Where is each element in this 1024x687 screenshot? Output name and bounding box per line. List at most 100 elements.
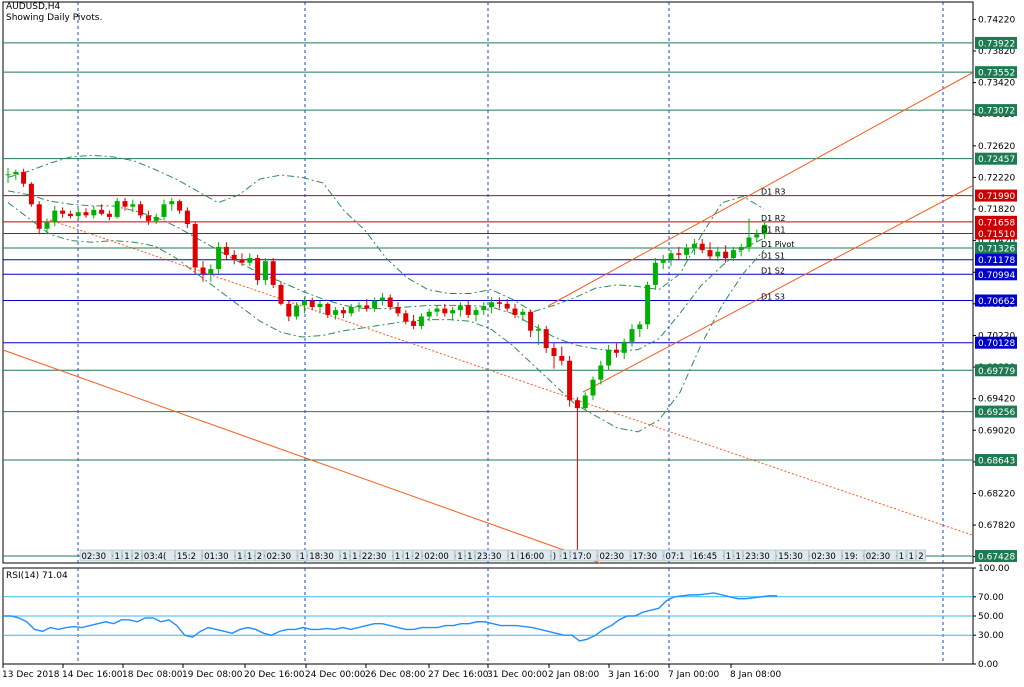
price-axis-label: 0.73420 [978, 79, 1015, 89]
time-tag-text: 15:30 [778, 552, 803, 562]
time-tag-box [245, 549, 255, 562]
time-tag-box [733, 549, 744, 562]
candle-body [660, 259, 666, 263]
candle-body [364, 305, 370, 309]
candle-body [114, 201, 120, 217]
price-level-tag-text: 0.71178 [978, 256, 1015, 266]
candle-body [738, 246, 744, 251]
price-level-tag-text: 0.70994 [978, 271, 1015, 281]
time-tag-text: 18:30 [309, 552, 334, 562]
pivot-label: D1 R2 [761, 214, 785, 223]
price-level-tag-text: 0.70128 [978, 339, 1015, 349]
candle-body [403, 313, 409, 322]
candle-body [730, 250, 736, 259]
candle-body [239, 259, 245, 263]
price-axis-label: 0.74220 [978, 15, 1015, 25]
time-tag-text: 15:2 [177, 552, 196, 562]
candle-body [762, 224, 768, 235]
price-level-tag [975, 189, 1017, 202]
price-level-tag [975, 550, 1017, 563]
candle-body [106, 213, 112, 217]
candle-body [668, 253, 674, 260]
time-tag-box [508, 549, 518, 562]
candle-body [255, 258, 261, 281]
candle-body [122, 201, 128, 207]
candle-body [91, 209, 97, 216]
time-tag-box [809, 549, 843, 562]
candle-body [613, 349, 619, 353]
price-level-tag [975, 336, 1017, 349]
time-tag-text: 07:1 [666, 552, 685, 562]
price-axis-label: 0.71420 [978, 237, 1015, 247]
price-axis-label: 0.69020 [978, 426, 1015, 436]
candle-body [348, 306, 354, 314]
time-tag-text: 17:30 [633, 552, 658, 562]
time-tag-box [550, 549, 561, 562]
time-tag-text: 1 [563, 552, 568, 562]
time-tag-text: 02:30 [600, 552, 625, 562]
candle-body [5, 174, 11, 176]
time-tag-text: 02:30 [82, 552, 107, 562]
time-axis-label: 24 Dec 00:00 [305, 670, 366, 680]
time-axis-label: 26 Dec 08:00 [365, 670, 426, 680]
pivot-label: D1 S2 [761, 266, 785, 275]
rsi-axis-label: 30.00 [978, 631, 1004, 641]
pivot-label: D1 R3 [761, 188, 785, 197]
time-axis-label: 8 Jan 08:00 [730, 670, 782, 680]
time-tag-text: 1 [405, 552, 410, 562]
time-tag-box [79, 549, 113, 562]
time-axis-label: 20 Dec 16:00 [244, 670, 305, 680]
price-level-tag-text: 0.68643 [978, 457, 1015, 467]
candle-body [145, 215, 151, 221]
price-level-tag [975, 242, 1017, 255]
time-axis-label: 31 Dec 00:00 [487, 670, 548, 680]
candle-body [551, 348, 557, 356]
time-tag-text: 1 [909, 552, 914, 562]
candle-body [473, 310, 479, 315]
candle-body [325, 303, 331, 315]
pivot-label: D1 S1 [761, 252, 785, 261]
time-tag-text: 22:30 [362, 552, 387, 562]
candle-body [333, 310, 339, 315]
rsi-axis-label: 50.00 [978, 612, 1004, 622]
time-tag-box [597, 549, 631, 562]
time-tag-box [307, 549, 341, 562]
candle-body [426, 311, 432, 317]
price-level-tag [975, 268, 1017, 281]
candle-body [582, 395, 588, 409]
candle-body [707, 250, 713, 257]
band-upper-line [7, 154, 765, 313]
rsi-axis-label: 100.00 [978, 564, 1010, 574]
time-axis-label: 18 Dec 08:00 [122, 670, 183, 680]
candle-body [481, 306, 487, 311]
time-tag-box [297, 549, 308, 562]
time-tag-box [916, 549, 926, 562]
price-axis-label: 0.72220 [978, 173, 1015, 183]
candle-body [450, 310, 456, 314]
time-axis-label: 3 Jan 16:00 [608, 670, 660, 680]
time-tag-box [896, 549, 907, 562]
candle-body [44, 222, 50, 229]
candle-body [590, 379, 596, 396]
time-tag-box [723, 549, 734, 562]
price-level-tag [975, 36, 1017, 49]
time-tag-text: 1 [237, 552, 242, 562]
candle-body [317, 303, 323, 307]
candle-body [496, 302, 502, 304]
candle-body [262, 261, 268, 281]
candle-body [372, 300, 378, 309]
candle-body [60, 210, 66, 214]
price-level-tag [975, 227, 1017, 240]
candle-body [379, 297, 385, 301]
time-tag-text: 19: [844, 552, 858, 562]
price-axis-label: 0.73820 [978, 47, 1015, 57]
candle-body [216, 246, 222, 270]
time-tag-text: 1 [342, 552, 347, 562]
candle-body [356, 305, 362, 307]
time-tag-text: 1 [395, 552, 400, 562]
candle-body [645, 284, 651, 325]
descending-channel-line [2, 349, 601, 564]
price-axis-label: 0.72620 [978, 142, 1015, 152]
time-tag-box [360, 549, 393, 562]
